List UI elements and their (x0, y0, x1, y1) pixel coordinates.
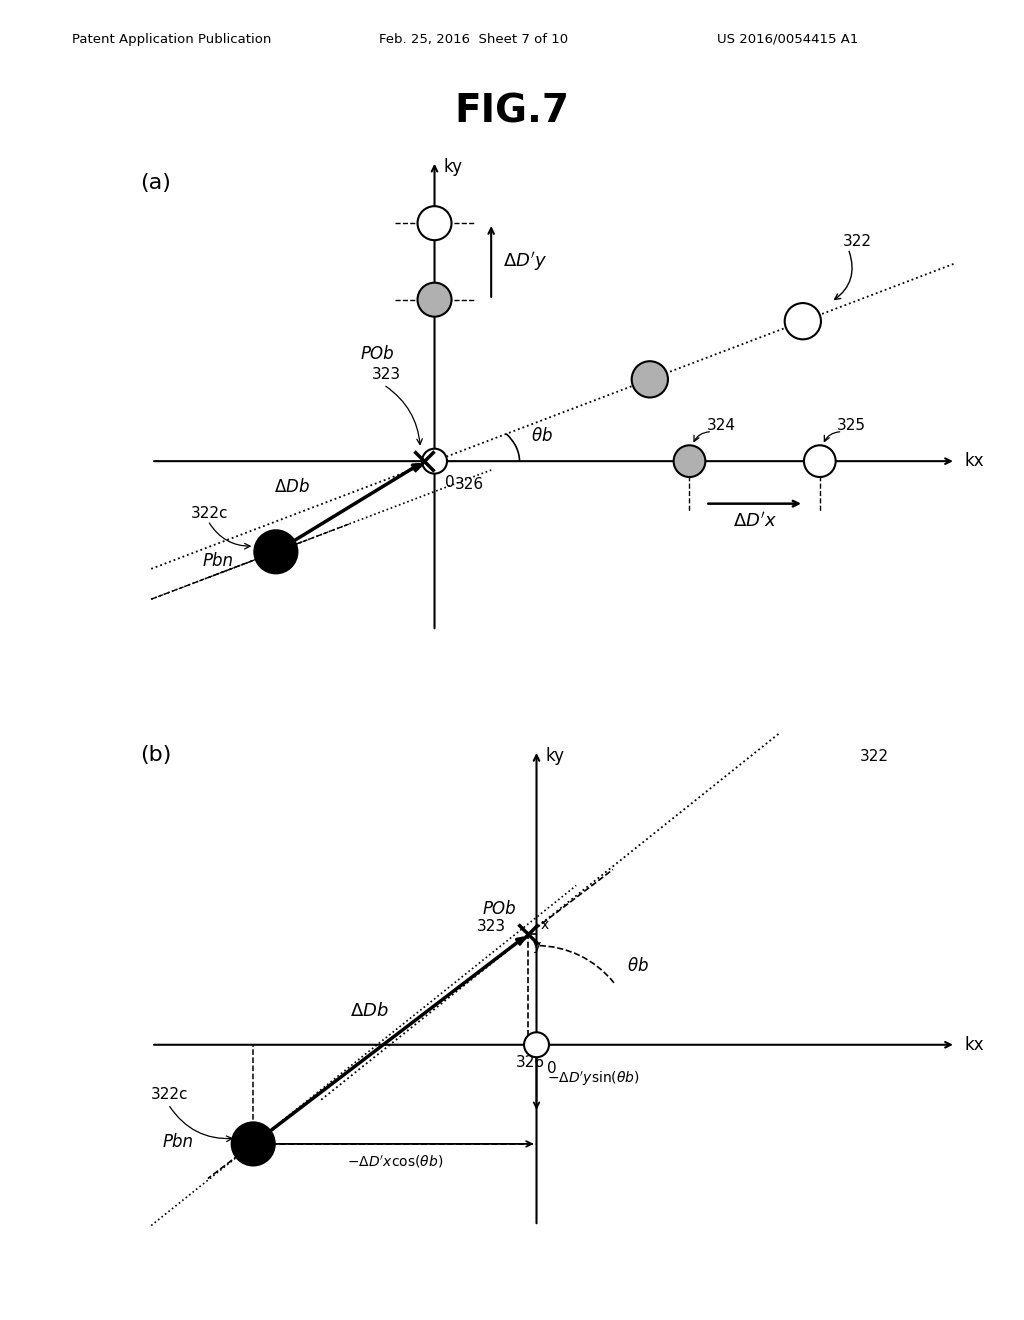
Circle shape (254, 531, 297, 573)
Text: $-\Delta D'y\sin(\theta b)$: $-\Delta D'y\sin(\theta b)$ (547, 1069, 640, 1088)
Circle shape (231, 1122, 274, 1166)
Text: 323: 323 (476, 920, 506, 935)
Text: Feb. 25, 2016  Sheet 7 of 10: Feb. 25, 2016 Sheet 7 of 10 (379, 33, 568, 46)
Text: $\Delta D'x$: $\Delta D'x$ (732, 511, 777, 531)
Text: 0: 0 (547, 1061, 556, 1076)
Text: y: y (532, 939, 541, 953)
Text: $-\Delta D'x\cos(\theta b)$: $-\Delta D'x\cos(\theta b)$ (347, 1154, 443, 1170)
Text: 326: 326 (516, 1056, 546, 1071)
Text: $\Delta Db$: $\Delta Db$ (349, 1002, 388, 1020)
Text: (b): (b) (140, 746, 171, 766)
Text: kx: kx (965, 453, 984, 470)
Circle shape (418, 206, 452, 240)
Circle shape (804, 445, 836, 477)
Text: Pbn: Pbn (163, 1133, 194, 1151)
Text: POb: POb (360, 345, 394, 363)
Text: FIG.7: FIG.7 (455, 92, 569, 131)
Text: 322: 322 (859, 750, 889, 764)
Circle shape (674, 445, 706, 477)
Circle shape (784, 304, 821, 339)
Text: 0: 0 (444, 475, 455, 490)
Text: $\theta b$: $\theta b$ (530, 428, 553, 445)
Text: US 2016/0054415 A1: US 2016/0054415 A1 (717, 33, 858, 46)
Text: $\Delta Db$: $\Delta Db$ (274, 478, 310, 496)
Text: 322: 322 (843, 234, 871, 249)
Text: 322c: 322c (190, 506, 228, 521)
Text: ky: ky (443, 158, 462, 176)
Text: 324: 324 (707, 418, 735, 433)
Text: 326: 326 (455, 478, 483, 492)
Text: $\theta b$: $\theta b$ (627, 957, 649, 975)
Text: kx: kx (965, 1036, 984, 1053)
Text: $\Delta D'y$: $\Delta D'y$ (503, 249, 547, 273)
Text: POb: POb (483, 900, 516, 919)
Text: x: x (541, 917, 549, 932)
Circle shape (418, 282, 452, 317)
Circle shape (632, 362, 668, 397)
Text: 322c: 322c (152, 1086, 188, 1102)
Circle shape (524, 1032, 549, 1057)
Text: (a): (a) (140, 173, 171, 193)
Text: 325: 325 (837, 418, 866, 433)
Text: Pbn: Pbn (202, 552, 233, 570)
Text: 323: 323 (372, 367, 401, 381)
Text: Patent Application Publication: Patent Application Publication (72, 33, 271, 46)
Text: ky: ky (545, 747, 564, 766)
Circle shape (422, 449, 447, 474)
